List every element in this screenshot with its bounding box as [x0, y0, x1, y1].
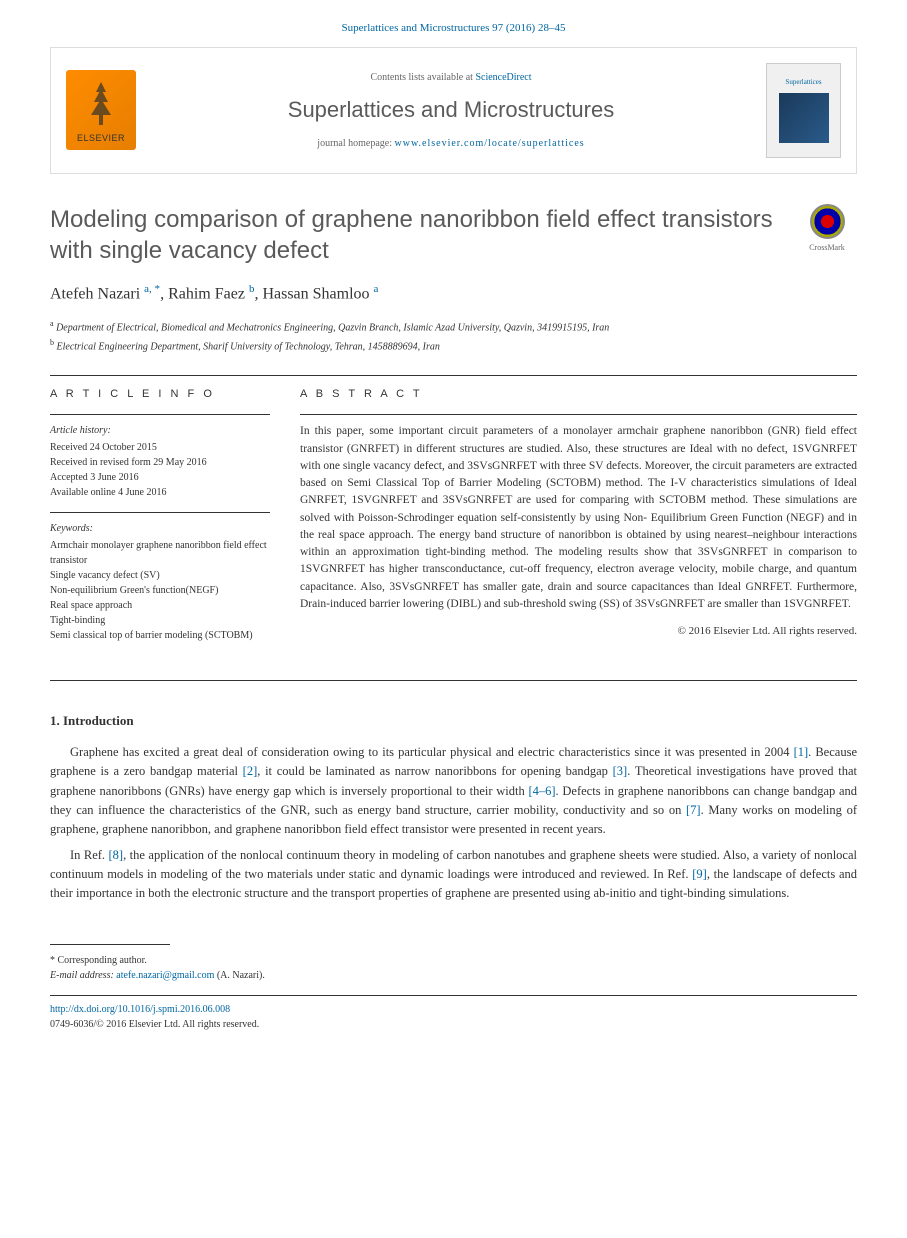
history-line: Accepted 3 June 2016 — [50, 470, 270, 485]
affiliation-line: b Electrical Engineering Department, Sha… — [50, 337, 857, 355]
body-paragraph: Graphene has excited a great deal of con… — [50, 743, 857, 840]
keyword-line: Semi classical top of barrier modeling (… — [50, 628, 270, 643]
keyword-line: Real space approach — [50, 598, 270, 613]
sciencedirect-link[interactable]: ScienceDirect — [475, 72, 531, 83]
history-line: Received in revised form 29 May 2016 — [50, 455, 270, 470]
article-body: Modeling comparison of graphene nanoribb… — [0, 204, 907, 1032]
author-email-link[interactable]: atefe.nazari@gmail.com — [116, 970, 214, 981]
crossmark-icon — [810, 204, 845, 239]
homepage-link[interactable]: www.elsevier.com/locate/superlattices — [395, 138, 585, 149]
citation-ref[interactable]: [7] — [686, 803, 701, 817]
affiliation-line: a Department of Electrical, Biomedical a… — [50, 318, 857, 336]
abstract-column: A B S T R A C T In this paper, some impo… — [300, 386, 857, 656]
running-header: Superlattices and Microstructures 97 (20… — [0, 0, 907, 47]
section-heading-intro: 1. Introduction — [50, 711, 857, 731]
affiliations: a Department of Electrical, Biomedical a… — [50, 318, 857, 355]
issn-copyright: 0749-6036/© 2016 Elsevier Ltd. All right… — [50, 1017, 857, 1032]
keyword-line: Non-equilibrium Green's function(NEGF) — [50, 583, 270, 598]
journal-homepage: journal homepage: www.elsevier.com/locat… — [151, 136, 751, 151]
journal-name: Superlattices and Microstructures — [151, 93, 751, 126]
corresponding-author-footnote: * Corresponding author. E-mail address: … — [50, 953, 857, 983]
crossmark-badge[interactable]: CrossMark — [797, 204, 857, 264]
elsevier-text: ELSEVIER — [77, 132, 125, 146]
article-info-heading: A R T I C L E I N F O — [50, 386, 270, 403]
citation-ref[interactable]: [4–6] — [528, 784, 555, 798]
elsevier-tree-icon — [76, 77, 126, 132]
doi-link[interactable]: http://dx.doi.org/10.1016/j.spmi.2016.06… — [50, 1002, 857, 1017]
citation-ref[interactable]: [2] — [243, 764, 258, 778]
citation-text: Superlattices and Microstructures 97 (20… — [342, 22, 566, 34]
abstract-copyright: © 2016 Elsevier Ltd. All rights reserved… — [300, 623, 857, 640]
title-row: Modeling comparison of graphene nanoribb… — [50, 204, 857, 266]
author-list: Atefeh Nazari a, *, Rahim Faez b, Hassan… — [50, 281, 857, 306]
citation-ref[interactable]: [1] — [794, 745, 809, 759]
info-abstract-row: A R T I C L E I N F O Article history: R… — [50, 386, 857, 656]
keyword-line: Tight-binding — [50, 613, 270, 628]
article-title: Modeling comparison of graphene nanoribb… — [50, 204, 797, 266]
article-info-column: A R T I C L E I N F O Article history: R… — [50, 386, 270, 656]
history-line: Received 24 October 2015 — [50, 440, 270, 455]
body-paragraph: In Ref. [8], the application of the nonl… — [50, 846, 857, 904]
history-line: Available online 4 June 2016 — [50, 485, 270, 500]
elsevier-logo: ELSEVIER — [66, 70, 136, 150]
footnote-separator — [50, 944, 170, 945]
citation-ref[interactable]: [8] — [109, 848, 124, 862]
journal-cover-thumbnail: Superlattices — [766, 63, 841, 158]
journal-masthead: ELSEVIER Contents lists available at Sci… — [50, 47, 857, 174]
keyword-line: Single vacancy defect (SV) — [50, 568, 270, 583]
keyword-line: Armchair monolayer graphene nanoribbon f… — [50, 538, 270, 568]
keywords-block: Keywords: Armchair monolayer graphene na… — [50, 521, 270, 643]
abstract-heading: A B S T R A C T — [300, 386, 857, 403]
masthead-center: Contents lists available at ScienceDirec… — [136, 70, 766, 151]
cover-image-icon — [779, 93, 829, 143]
article-history: Article history: Received 24 October 201… — [50, 423, 270, 500]
citation-ref[interactable]: [3] — [613, 764, 628, 778]
contents-available: Contents lists available at ScienceDirec… — [151, 70, 751, 85]
divider — [50, 375, 857, 376]
abstract-text: In this paper, some important circuit pa… — [300, 423, 857, 613]
citation-ref[interactable]: [9] — [692, 867, 707, 881]
